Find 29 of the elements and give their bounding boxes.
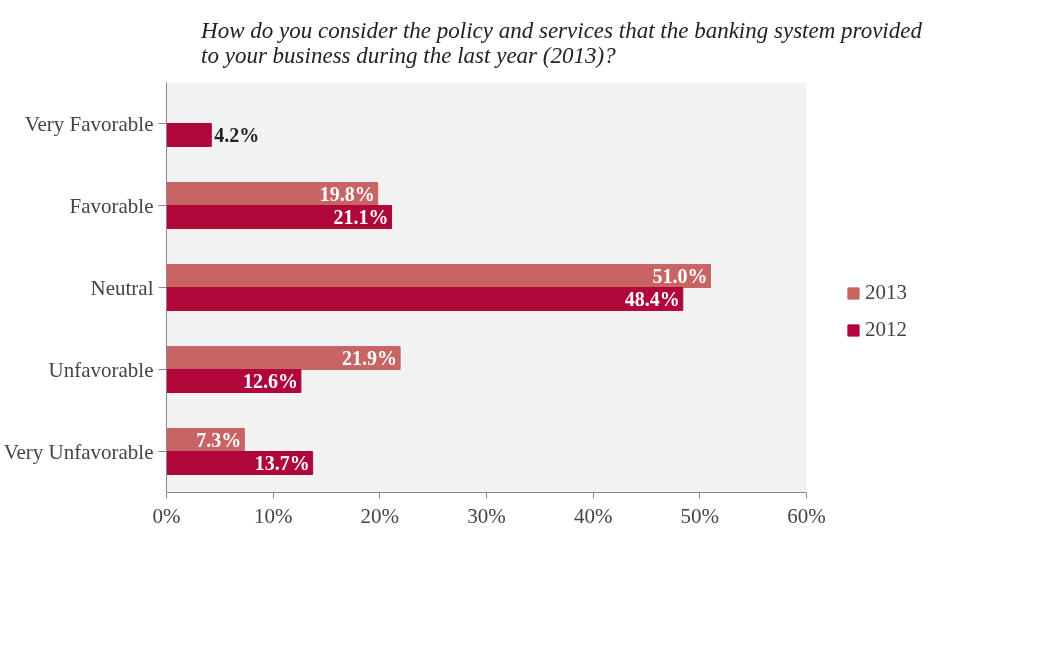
bar [166, 346, 401, 370]
legend-label: 2013 [865, 280, 907, 305]
bar [166, 287, 684, 311]
x-tick-label: 40% [573, 503, 613, 528]
data-label: 7.3% [196, 429, 242, 452]
x-tick-label: 60% [787, 503, 826, 528]
data-label: 48.4% [624, 287, 680, 310]
y-tick-label: Very Unfavorable [3, 439, 154, 464]
x-tick-label: 30% [467, 503, 506, 528]
data-label: 4.2% [214, 123, 260, 146]
data-label: 13.7% [254, 451, 310, 474]
bar [166, 264, 711, 288]
data-label: 21.9% [342, 347, 398, 370]
x-tick-label: 50% [680, 503, 720, 528]
data-label: 21.1% [333, 205, 389, 228]
x-tick-label: 10% [253, 503, 293, 528]
bar [166, 123, 212, 147]
x-tick-label: 20% [360, 503, 400, 528]
data-label: 51.0% [652, 265, 708, 288]
data-label: 19.8% [319, 183, 375, 206]
y-tick-label: Unfavorable [48, 357, 154, 382]
y-tick-label: Favorable [69, 193, 154, 218]
chart-title: How do you consider the policy and services that the banking system provided to your business during the last year (2013)? [200, 17, 923, 68]
y-tick-label: Neutral [90, 275, 154, 300]
x-tick-label: 0% [152, 503, 181, 528]
legend-label: 2012 [865, 317, 907, 342]
y-tick-label: Very Favorable [24, 111, 154, 136]
data-label: 12.6% [242, 369, 298, 392]
bar [166, 205, 393, 229]
